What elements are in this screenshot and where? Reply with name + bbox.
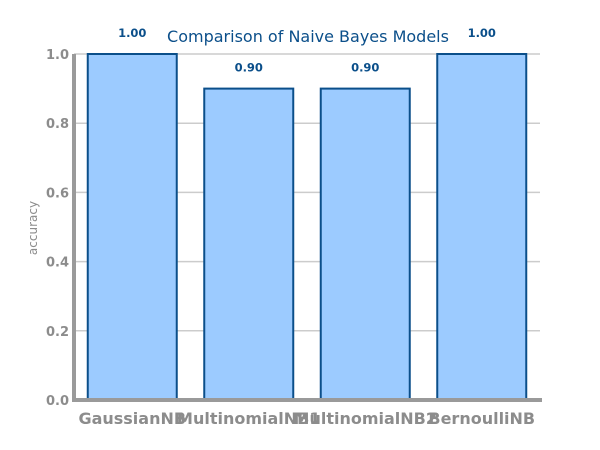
bars	[86, 53, 528, 401]
bar-bernoullinb	[436, 53, 528, 401]
bar-multinomialnb1	[203, 87, 295, 401]
x-tick-label: MultinomialNB2	[294, 409, 437, 428]
axes	[72, 54, 542, 402]
y-tick-labels: 0.0 0.2 0.4 0.6 0.8 1.0	[46, 48, 69, 409]
y-axis-label: accuracy	[26, 201, 40, 255]
y-tick-label: 0.6	[46, 186, 69, 201]
x-tick-labels: GaussianNBMultinomialNB1MultinomialNB2Be…	[78, 409, 535, 428]
y-tick-label: 0.0	[46, 394, 69, 409]
data-label: 1.00	[468, 26, 496, 40]
y-tick-label: 0.8	[46, 117, 69, 132]
y-tick-label: 1.0	[46, 48, 69, 63]
y-tick-label: 0.4	[46, 256, 69, 271]
x-tick-label: GaussianNB	[78, 409, 186, 428]
bar-gaussiannb	[86, 53, 178, 401]
chart-title: Comparison of Naive Bayes Models	[167, 27, 449, 46]
data-labels: 1.00 0.90 0.90 1.00	[118, 26, 496, 75]
data-label: 0.90	[235, 61, 263, 75]
y-tick-label: 0.2	[46, 325, 69, 340]
x-tick-label: BernoulliNB	[428, 409, 535, 428]
data-label: 0.90	[351, 61, 379, 75]
x-tick-label: MultinomialNB1	[177, 409, 320, 428]
bar-multinomialnb2	[319, 87, 411, 401]
data-label: 1.00	[118, 26, 146, 40]
